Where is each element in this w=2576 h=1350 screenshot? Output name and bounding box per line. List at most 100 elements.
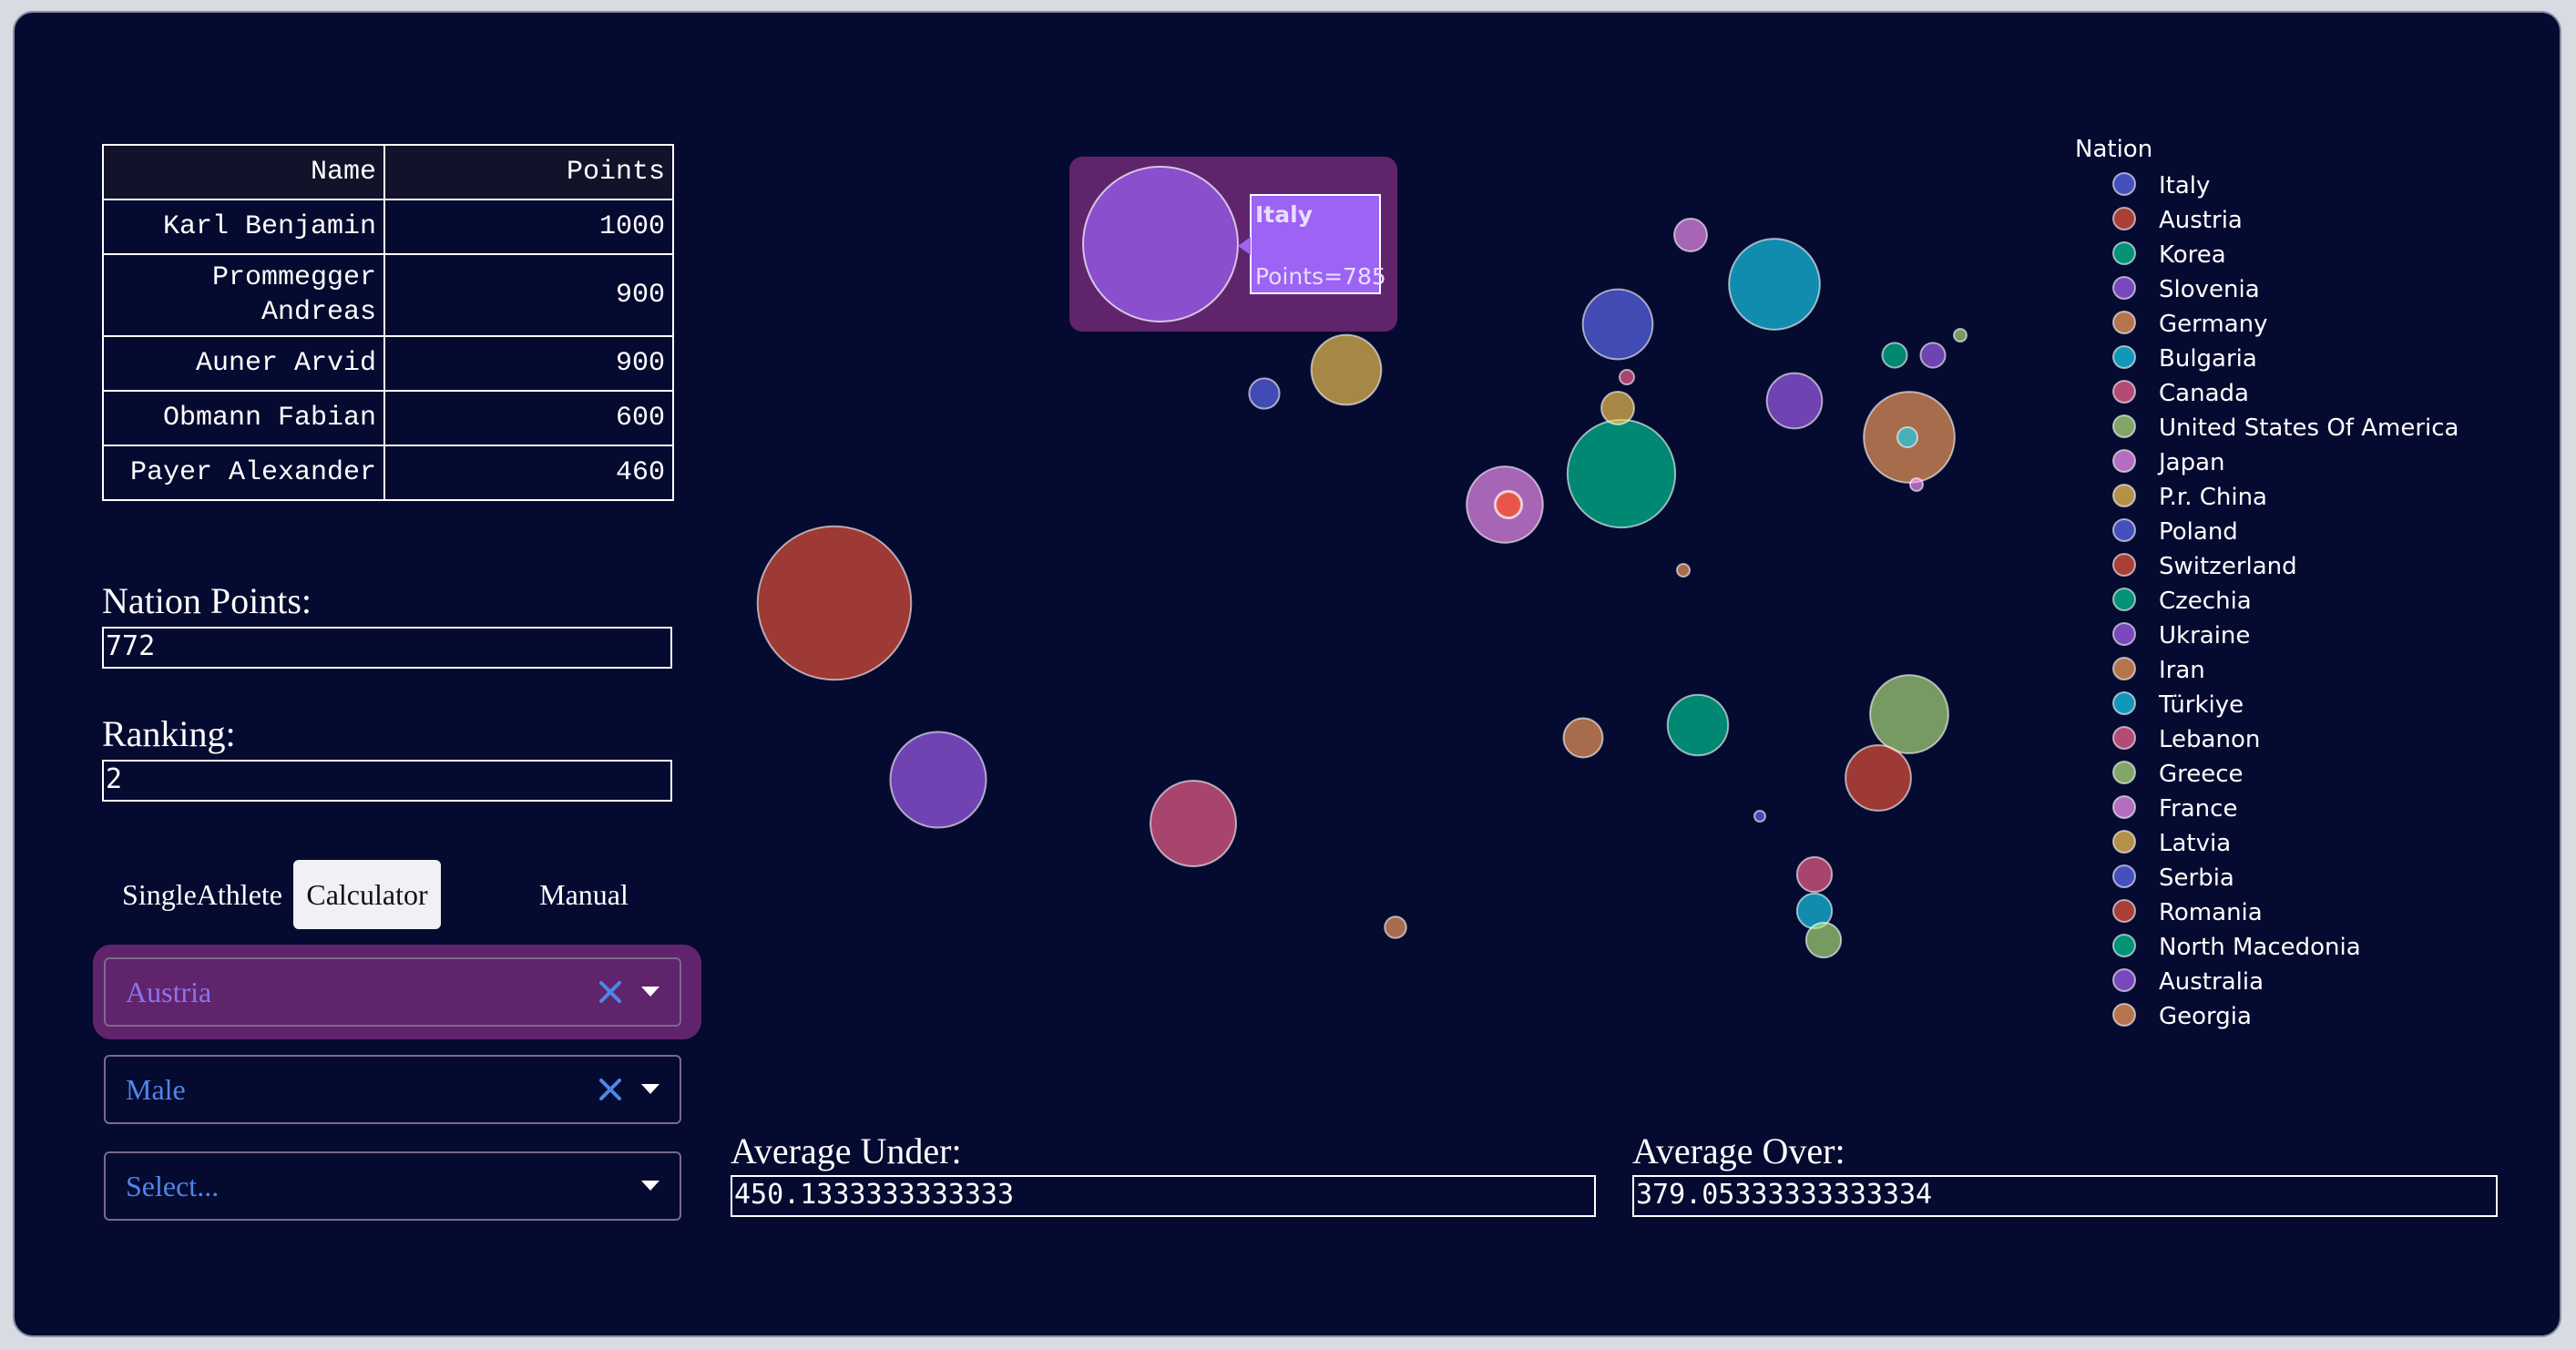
clear-gender-icon[interactable] [592, 1071, 629, 1108]
legend-label: North Macedonia [2159, 934, 2361, 961]
hovered-bubble-italy[interactable] [1082, 166, 1239, 322]
legend-marker [2112, 968, 2136, 992]
legend-label: Serbia [2159, 864, 2234, 892]
clear-country-icon[interactable] [592, 974, 629, 1010]
legend-item-australia[interactable]: Australia [2112, 968, 2264, 996]
bubble-switzerland[interactable] [1845, 744, 1912, 812]
bubble-united-states-of-america[interactable] [1869, 674, 1949, 754]
bubble-canada[interactable] [1150, 780, 1237, 867]
bubble-small[interactable] [1896, 426, 1918, 448]
bubble-latvia[interactable] [1600, 391, 1635, 425]
legend-label: Ukraine [2159, 622, 2250, 649]
hover-tooltip: Italy Points=785 [1069, 157, 1397, 332]
legend-item-t-rkiye[interactable]: Türkiye [2112, 691, 2244, 719]
legend-item-czechia[interactable]: Czechia [2112, 588, 2252, 615]
legend-item-lebanon[interactable]: Lebanon [2112, 726, 2260, 753]
athlete-name-cell: Karl Benjamin [102, 199, 385, 255]
chevron-down-icon[interactable] [641, 1084, 659, 1094]
bubble-ukraine[interactable] [1765, 372, 1824, 430]
legend-item-serbia[interactable]: Serbia [2112, 864, 2234, 892]
legend-background [2044, 129, 2454, 858]
legend-item-canada[interactable]: Canada [2112, 380, 2249, 407]
legend-label: Germany [2159, 311, 2268, 338]
legend-item-p-r-china[interactable]: P.r. China [2112, 484, 2267, 511]
bubble-greece[interactable] [1804, 921, 1843, 959]
bubble-australia[interactable] [1919, 342, 1947, 369]
athlete-points-cell: 900 [383, 253, 674, 337]
legend-label: Czechia [2159, 588, 2252, 615]
legend-item-ukraine[interactable]: Ukraine [2112, 622, 2250, 649]
legend-item-romania[interactable]: Romania [2112, 899, 2263, 926]
legend-item-poland[interactable]: Poland [2112, 518, 2238, 546]
table-row: Payer Alexander 460 [102, 445, 674, 501]
chevron-down-icon[interactable] [641, 987, 659, 997]
bubble-austria[interactable] [756, 525, 913, 681]
legend-item-slovenia[interactable]: Slovenia [2112, 276, 2260, 303]
legend-item-germany[interactable]: Germany [2112, 311, 2268, 338]
legend-item-italy[interactable]: Italy [2112, 172, 2210, 199]
table-header-row: Name Points [102, 144, 674, 200]
bubble-small[interactable] [1909, 477, 1924, 492]
legend-item-greece[interactable]: Greece [2112, 761, 2244, 788]
legend-item-switzerland[interactable]: Switzerland [2112, 553, 2297, 580]
legend-marker [2112, 414, 2136, 438]
bubble-lebanon[interactable] [1795, 855, 1834, 894]
legend-item-france[interactable]: France [2112, 795, 2237, 823]
tooltip-arrow [1238, 237, 1251, 255]
legend-label: Canada [2159, 380, 2249, 407]
bubble-small[interactable] [1495, 491, 1522, 518]
country-dropdown[interactable]: Austria [104, 957, 681, 1027]
table-row: Auner Arvid 900 [102, 335, 674, 392]
legend-marker [2112, 172, 2136, 196]
athlete-points-table: Name Points Karl Benjamin 1000 Prommegge… [102, 144, 674, 501]
bubble-france[interactable] [1673, 218, 1708, 252]
legend-item-austria[interactable]: Austria [2112, 207, 2243, 234]
legend-item-bulgaria[interactable]: Bulgaria [2112, 345, 2257, 373]
legend-label: P.r. China [2159, 484, 2267, 511]
tab-manual[interactable]: Manual [539, 878, 629, 911]
legend-marker [2112, 761, 2136, 784]
bubble-small[interactable] [1753, 810, 1766, 823]
athlete-points-cell: 1000 [383, 199, 674, 255]
legend-item-georgia[interactable]: Georgia [2112, 1003, 2252, 1030]
bubble-slovenia[interactable] [889, 731, 987, 829]
legend-item-north-macedonia[interactable]: North Macedonia [2112, 934, 2361, 961]
bubble-small[interactable] [1619, 369, 1635, 385]
legend-label: Poland [2159, 518, 2238, 546]
tab-single-athlete[interactable]: SingleAthlete [122, 878, 282, 911]
column-header-name[interactable]: Name [102, 144, 385, 200]
athlete-name-cell: Payer Alexander [102, 445, 385, 501]
bubble-georgia[interactable] [1384, 915, 1407, 939]
bubble-korea[interactable] [1566, 418, 1677, 529]
bubble-small[interactable] [1676, 563, 1691, 578]
tooltip-nation: Italy [1255, 201, 1313, 228]
bubble-poland[interactable] [1581, 288, 1654, 361]
country-dropdown-value: Austria [126, 976, 212, 1008]
bubble-chart: Italy Points=785 Nation Italy Austria Kore… [756, 129, 2458, 1030]
legend-item-korea[interactable]: Korea [2112, 241, 2226, 269]
legend-marker [2112, 1003, 2136, 1027]
legend-marker [2112, 657, 2136, 680]
legend-label: Lebanon [2159, 726, 2260, 753]
bubble-iran[interactable] [1562, 717, 1604, 759]
bubble-small[interactable] [1953, 328, 1968, 343]
third-dropdown[interactable]: Select... [104, 1151, 681, 1221]
bubble-north-macedonia[interactable] [1881, 342, 1908, 369]
bubble-p-r-china[interactable] [1310, 333, 1383, 406]
athlete-points-cell: 600 [383, 390, 674, 446]
legend-marker [2112, 276, 2136, 300]
tab-calculator[interactable]: Calculator [293, 860, 441, 929]
chevron-down-icon[interactable] [641, 1181, 659, 1191]
bubble-czechia[interactable] [1666, 693, 1730, 757]
gender-dropdown[interactable]: Male [104, 1055, 681, 1124]
column-header-points[interactable]: Points [383, 144, 674, 200]
legend-label: Iran [2159, 657, 2205, 684]
legend-item-iran[interactable]: Iran [2112, 657, 2205, 684]
bubble-serbia[interactable] [1248, 377, 1281, 410]
legend-item-united-states-of-america[interactable]: United States Of America [2112, 414, 2458, 442]
legend-marker [2112, 864, 2136, 888]
legend-item-japan[interactable]: Japan [2112, 449, 2225, 476]
legend-label: France [2159, 795, 2237, 823]
legend-item-latvia[interactable]: Latvia [2112, 830, 2231, 857]
bubble-bulgaria[interactable] [1728, 238, 1821, 331]
